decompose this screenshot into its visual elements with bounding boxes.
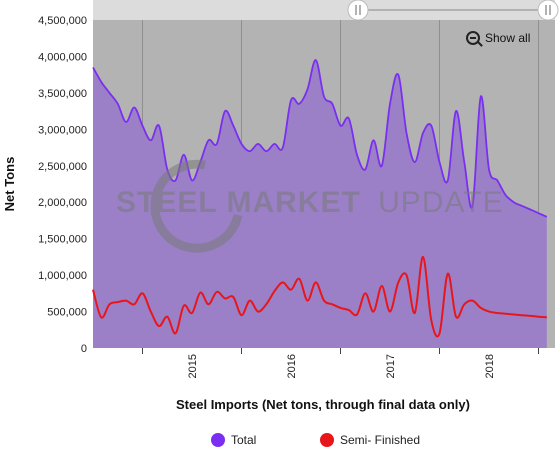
y-tick-label: 1,000,000 [38, 270, 87, 282]
legend-label-total: Total [231, 433, 256, 447]
watermark-light-text: UPDATE [378, 186, 503, 219]
navigator-left-handle[interactable] [347, 0, 369, 21]
navigator-right-handle[interactable] [537, 0, 559, 21]
x-tick-label: 2015 [187, 354, 199, 378]
x-tick-label: 2018 [484, 354, 496, 378]
legend-item-semi-finished[interactable]: Semi- Finished [320, 433, 420, 447]
y-tick-label: 1,500,000 [38, 234, 87, 246]
legend-marker-total [211, 433, 225, 447]
x-axis-title: Steel Imports (Net tons, through final d… [176, 397, 470, 412]
y-tick-label: 4,500,000 [38, 15, 87, 27]
watermark-swoosh-icon [150, 159, 243, 253]
y-tick-label: 4,000,000 [38, 51, 87, 63]
zoom-out-icon [466, 31, 480, 45]
y-tick-label: 0 [81, 343, 87, 355]
legend-label-semi-finished: Semi- Finished [340, 433, 420, 447]
x-tick-label: 2016 [286, 354, 298, 378]
y-tick-label: 3,000,000 [38, 124, 87, 136]
y-tick-label: 500,000 [47, 307, 87, 319]
x-axis-ticks: 2015 2016 2017 2018 [142, 348, 539, 378]
svg-text:STEEL MARKET UPDATE: STEEL MARKET UPDATE [116, 186, 504, 219]
y-tick-label: 2,500,000 [38, 161, 87, 173]
legend-marker-semi-finished [320, 433, 334, 447]
x-tick-label: 2017 [385, 354, 397, 378]
total-area [93, 60, 547, 348]
y-axis-title: Net Tons [2, 157, 17, 212]
y-tick-label: 3,500,000 [38, 88, 87, 100]
y-tick-label: 2,000,000 [38, 197, 87, 209]
y-axis-ticks: 0 500,000 1,000,000 1,500,000 2,000,000 2,500… [38, 15, 87, 355]
semi-finished-line[interactable] [92, 255, 547, 338]
watermark: STEEL MARKET UPDATE [116, 159, 504, 253]
watermark-bold-text: STEEL MARKET [116, 186, 361, 219]
range-navigator[interactable] [93, 0, 555, 20]
legend: Total Semi- Finished [211, 433, 420, 447]
legend-item-total[interactable]: Total [211, 433, 256, 447]
show-all-label: Show all [485, 31, 531, 45]
show-all-button[interactable]: Show all [466, 28, 530, 48]
